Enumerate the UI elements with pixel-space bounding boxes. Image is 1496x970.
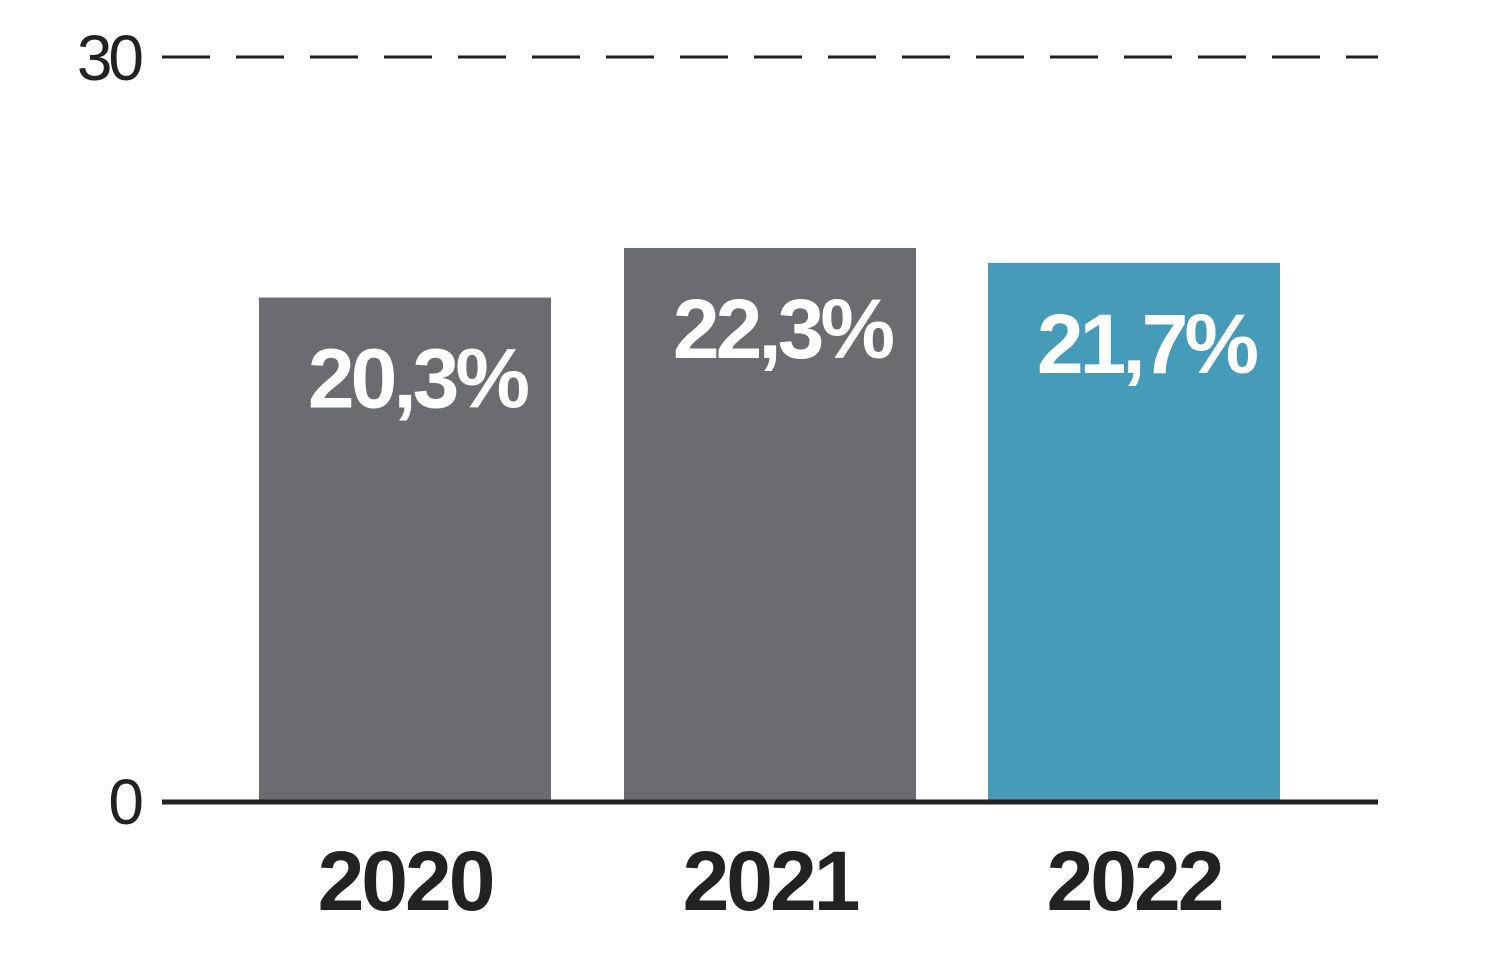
- x-tick-label-2020: 2020: [318, 834, 493, 928]
- bar-2022: [988, 262, 1280, 802]
- data-label-2021: 22,3%: [673, 282, 893, 376]
- data-label-2020: 20,3%: [308, 332, 528, 426]
- data-label-2022: 21,7%: [1037, 297, 1257, 391]
- x-tick-label-2022: 2022: [1047, 834, 1222, 928]
- y-tick-label-30: 30: [77, 22, 143, 94]
- y-tick-label-0: 0: [108, 766, 142, 838]
- x-tick-label-2021: 2021: [683, 834, 859, 928]
- x-axis-ticks: 2020 2021 2022: [318, 834, 1225, 928]
- bar-2020: [259, 297, 551, 801]
- y-axis-ticks: 0 30: [77, 22, 147, 838]
- bar-2021: [624, 247, 916, 801]
- bars: [259, 247, 1280, 802]
- data-labels: 20,3% 22,3% 21,7%: [308, 282, 1261, 426]
